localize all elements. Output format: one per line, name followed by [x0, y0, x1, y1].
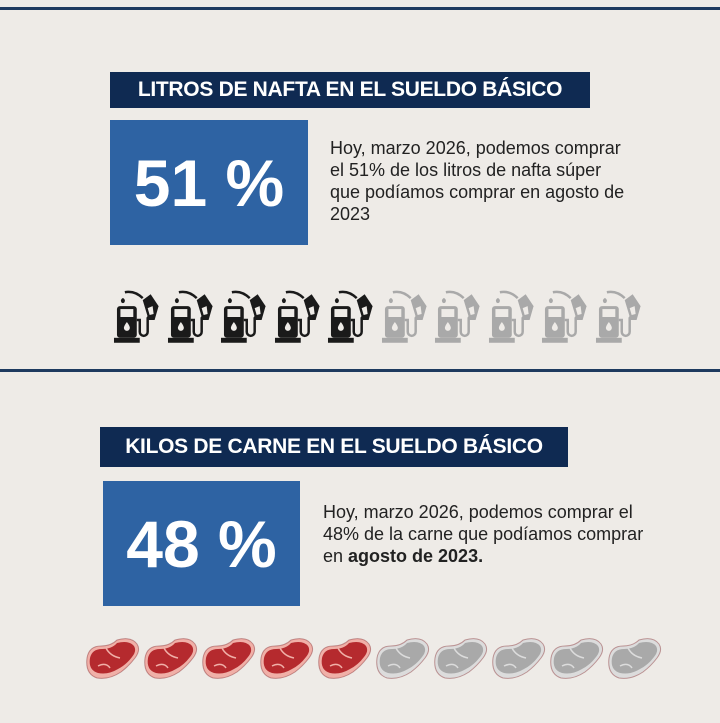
steak-icon — [376, 638, 430, 679]
steak-icon — [202, 638, 256, 679]
description-nafta: Hoy, marzo 2026, podemos comprar el 51% … — [330, 138, 625, 224]
steak-icon — [86, 638, 140, 679]
percentage-carne: 48 % — [103, 481, 300, 606]
fuel-pump-row — [113, 288, 648, 346]
section-title-carne: KILOS DE CARNE EN EL SUELDO BÁSICO — [100, 427, 568, 467]
steak-icon — [434, 638, 488, 679]
fuel-pump-icon — [595, 290, 641, 343]
fuel-pump-icon — [220, 290, 266, 343]
fuel-pump-icon — [541, 290, 587, 343]
fuel-pump-icon — [434, 290, 480, 343]
description-date: agosto de 2023. — [348, 546, 484, 566]
steak-row — [84, 636, 664, 682]
percentage-nafta: 51 % — [110, 120, 308, 245]
fuel-pump-icon — [167, 290, 213, 343]
fuel-pump-icon — [274, 290, 320, 343]
steak-icon — [608, 638, 662, 679]
divider — [0, 7, 720, 10]
fuel-pump-icon — [113, 290, 159, 343]
fuel-pump-icon — [381, 290, 427, 343]
steak-icon — [144, 638, 198, 679]
steak-icon — [550, 638, 604, 679]
steak-icon — [318, 638, 372, 679]
steak-icon — [492, 638, 546, 679]
section-title-nafta: LITROS DE NAFTA EN EL SUELDO BÁSICO — [110, 72, 590, 108]
steak-icon — [260, 638, 314, 679]
description-carne: Hoy, marzo 2026, podemos comprar el 48% … — [323, 502, 644, 566]
fuel-pump-icon — [488, 290, 534, 343]
divider — [0, 369, 720, 372]
fuel-pump-icon — [327, 290, 373, 343]
